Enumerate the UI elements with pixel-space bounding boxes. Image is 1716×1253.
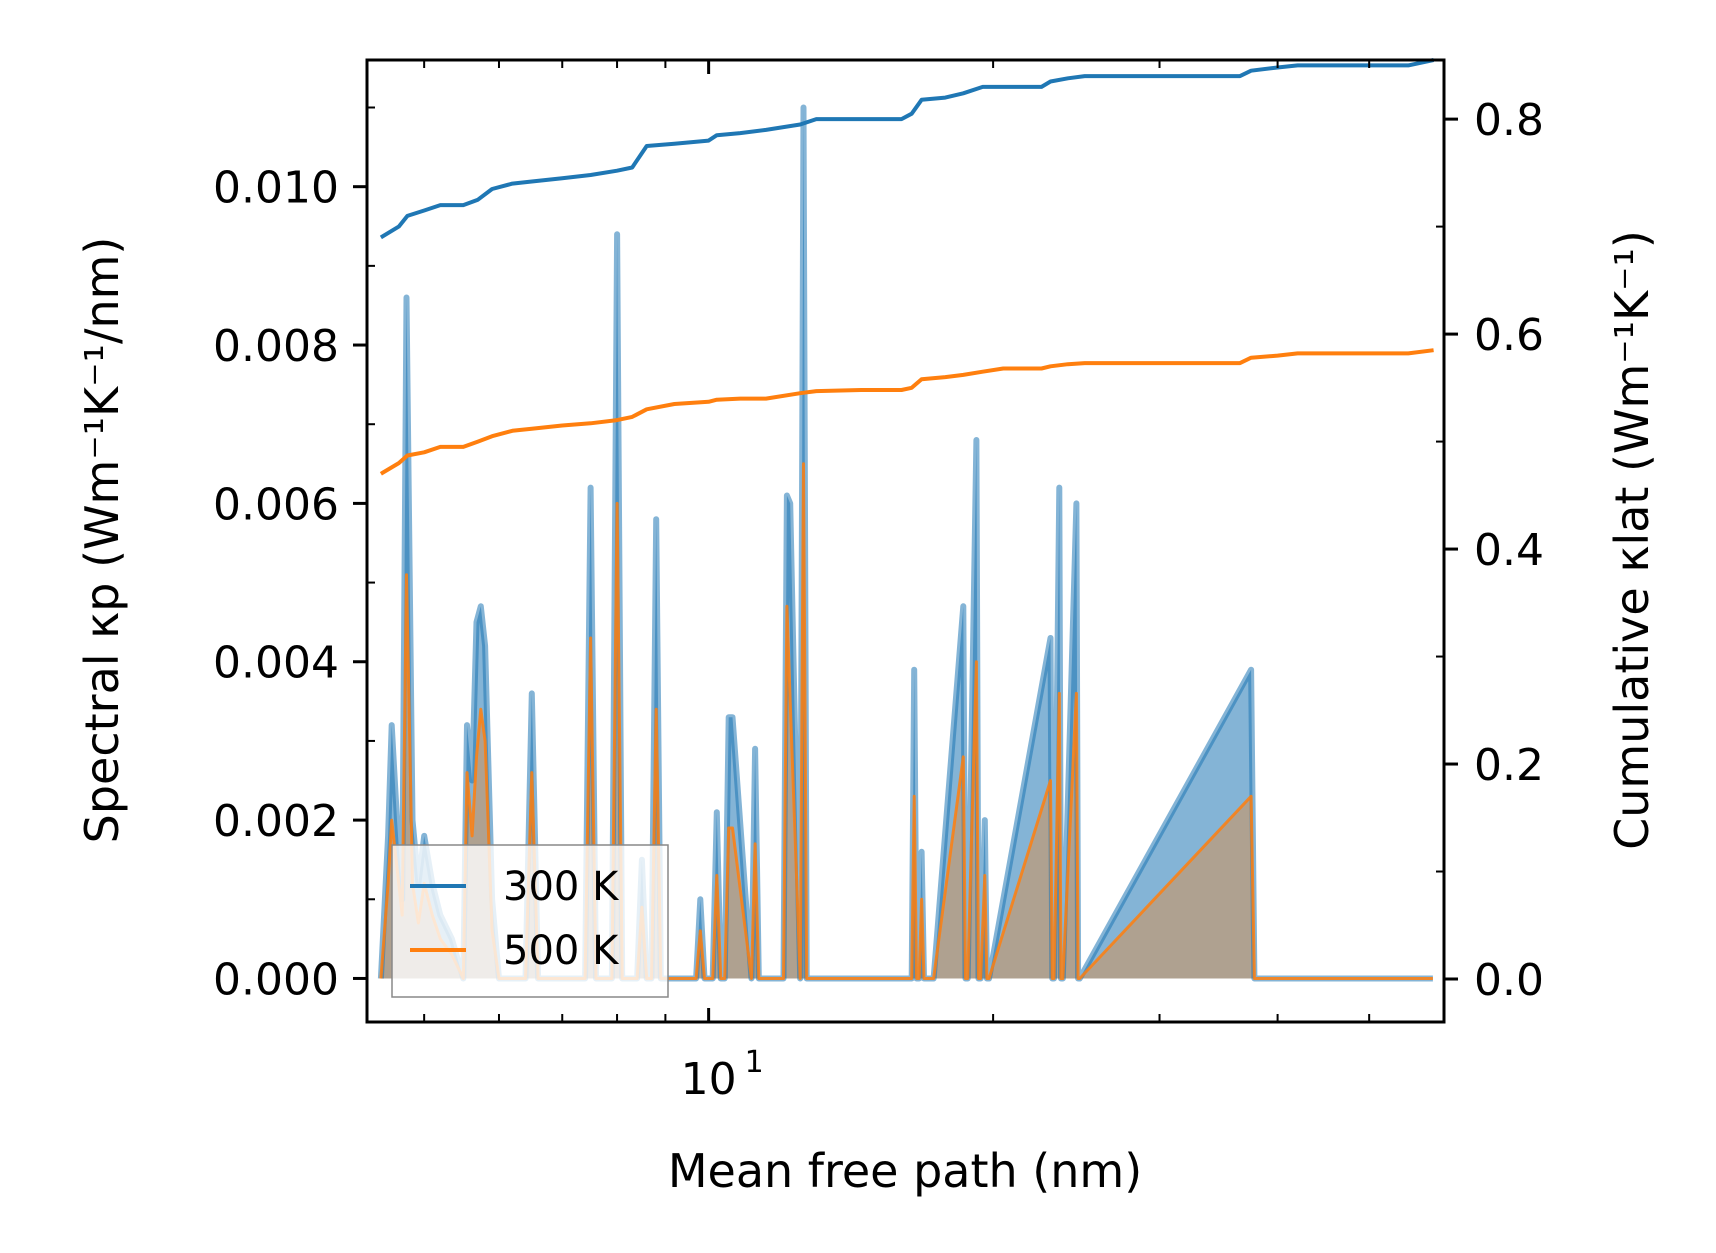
y-left-tick-label: 0.002	[213, 796, 339, 847]
y-axis-label-left: Spectral κp (Wm⁻¹K⁻¹/nm)	[75, 237, 129, 844]
y-right-tick-label: 0.4	[1474, 525, 1544, 576]
y-left-tick-label: 0.004	[213, 638, 339, 689]
legend-label-300k: 300 K	[503, 864, 620, 910]
y-left-tick-label: 0.010	[213, 163, 339, 214]
plot-frame	[365, 58, 1446, 1024]
spectral-line-500k	[379, 462, 1433, 980]
cumulative-line-500k	[379, 348, 1434, 476]
legend: 300 K 500 K	[391, 844, 669, 998]
y-left-tick-label: 0.006	[213, 479, 339, 530]
axis-tick-labels: 0.000 0.002 0.004 0.006 0.008 0.010 0.0 0.2 0.4 0…	[213, 95, 1544, 1105]
y-left-tick-label: 0.000	[213, 954, 339, 1005]
legend-label-500k: 500 K	[503, 928, 620, 974]
x-tick-label: 10	[681, 1054, 737, 1105]
x-tick-label-exponent: 1	[745, 1045, 764, 1080]
cumulative-line-300k	[379, 58, 1435, 240]
y-right-tick-label: 0.2	[1474, 740, 1544, 791]
cumulative-lines	[379, 58, 1435, 476]
spectral-lines	[377, 104, 1434, 982]
legend-box	[391, 844, 669, 998]
y-right-tick-label: 0.0	[1474, 955, 1544, 1006]
x-axis-label: Mean free path (nm)	[668, 1144, 1142, 1198]
axis-ticks	[353, 60, 1458, 1022]
y-axis-label-right: Cumulative κlat (Wm⁻¹K⁻¹)	[1605, 230, 1659, 850]
y-right-tick-label: 0.6	[1474, 310, 1544, 361]
svg-text:Spectral κp (Wm⁻¹K⁻¹/nm): Spectral κp (Wm⁻¹K⁻¹/nm)	[75, 237, 129, 844]
svg-text:Cumulative κlat (Wm⁻¹K⁻¹): Cumulative κlat (Wm⁻¹K⁻¹)	[1605, 230, 1659, 850]
y-left-tick-label: 0.008	[213, 321, 339, 372]
y-right-tick-label: 0.8	[1474, 95, 1544, 146]
